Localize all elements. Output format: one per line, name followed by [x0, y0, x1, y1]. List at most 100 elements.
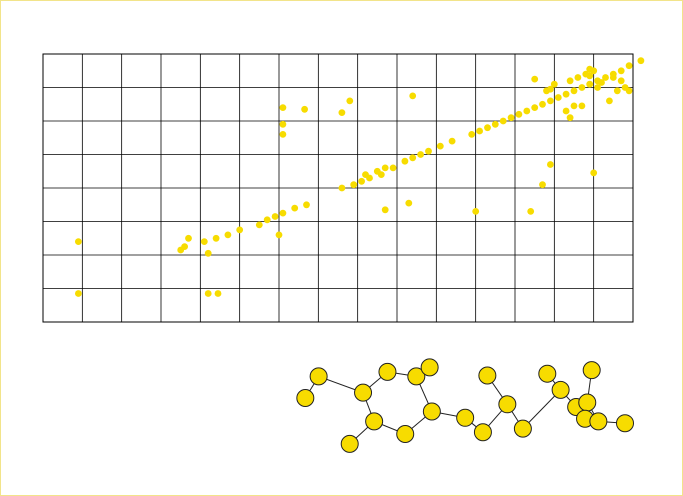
scatter-point	[381, 164, 389, 172]
scatter-point	[200, 238, 208, 246]
network-node	[365, 412, 384, 431]
scatter-point	[570, 102, 578, 110]
scatter-point	[594, 84, 601, 91]
network-node	[538, 364, 557, 383]
network-node	[582, 361, 601, 380]
scatter-point	[590, 169, 598, 177]
scatter-point	[405, 199, 413, 207]
scatter-point	[547, 161, 554, 168]
scatter-point	[550, 80, 558, 88]
scatter-point	[212, 234, 220, 242]
scatter-point	[346, 97, 354, 105]
network-node	[420, 358, 439, 377]
scatter-point	[204, 290, 212, 297]
scatter-point	[224, 231, 232, 239]
scatter-point	[366, 174, 373, 182]
network-node	[473, 423, 492, 442]
scatter-point	[389, 164, 397, 172]
scatter-point	[598, 79, 605, 86]
scatter-point	[436, 142, 444, 150]
scatter-point	[523, 107, 531, 115]
scatter-point	[303, 201, 310, 209]
scatter-point	[586, 80, 594, 88]
scatter-point	[409, 154, 417, 162]
scatter-point	[185, 234, 192, 242]
scatter-point	[566, 114, 574, 122]
scatter-point	[499, 117, 507, 125]
scatter-point	[350, 181, 358, 189]
scatter-point	[338, 184, 346, 192]
scatter-point	[279, 120, 287, 128]
scatter-point	[472, 208, 480, 215]
scatter-point	[617, 77, 625, 85]
scatter-point	[338, 109, 346, 116]
scatter-point	[570, 87, 578, 95]
scatter-point	[401, 157, 409, 165]
scatter-point	[255, 221, 263, 229]
scatter-point	[279, 131, 287, 138]
scatter-point	[547, 97, 554, 105]
scatter-point	[263, 216, 271, 224]
scatter-point	[515, 110, 523, 118]
scatter-point	[539, 181, 546, 189]
scatter-point	[625, 62, 633, 70]
scatter-point	[566, 77, 574, 85]
scatter-point	[491, 120, 499, 128]
network-node	[340, 434, 359, 453]
scatter-point	[562, 90, 570, 98]
scatter-point	[531, 75, 539, 83]
network-node	[616, 414, 634, 433]
scatter-point	[543, 87, 550, 95]
network-node	[456, 408, 475, 427]
network-node	[378, 362, 397, 381]
grid	[42, 53, 634, 323]
scatter-point	[578, 84, 586, 91]
scatter-point	[236, 226, 244, 234]
network-node	[589, 412, 608, 431]
network-node	[309, 367, 328, 386]
scatter-point	[602, 74, 609, 81]
scatter-point	[574, 74, 582, 81]
scatter-point	[531, 104, 539, 111]
scatter-point	[625, 87, 633, 95]
scatter-point	[578, 102, 586, 110]
scatter-point	[609, 74, 617, 81]
scatter-point	[425, 147, 432, 155]
scatter-point	[637, 57, 645, 65]
scatter-point	[527, 208, 535, 215]
scatter-point	[484, 124, 491, 132]
scatter-point	[606, 97, 613, 105]
scatter-point	[562, 107, 570, 115]
network-node	[551, 380, 570, 399]
network-graph	[296, 358, 634, 453]
scatter-point	[275, 231, 283, 239]
scatter-point	[586, 65, 594, 73]
scatter-point	[476, 127, 483, 135]
scatter-point	[381, 206, 389, 214]
network-node	[498, 395, 517, 414]
scatter-point	[617, 67, 625, 75]
scatter-point	[271, 213, 279, 220]
scatter-point	[214, 290, 222, 297]
scatter-point	[301, 105, 308, 113]
network-node	[407, 367, 426, 386]
scatter-point	[468, 131, 476, 138]
scatter-point	[75, 290, 82, 297]
scatter-point	[507, 114, 515, 122]
scatter-point	[291, 204, 299, 212]
scatter-point	[279, 104, 287, 111]
scatter-point	[204, 249, 212, 257]
scatter-point	[539, 100, 546, 108]
network-node	[478, 366, 497, 385]
network-node	[296, 389, 315, 407]
scatter-point	[448, 137, 456, 145]
network-node	[578, 393, 597, 412]
network-node	[396, 425, 415, 443]
scatter-point	[75, 238, 82, 246]
scatter-point	[377, 171, 385, 179]
scatter-point	[417, 151, 424, 158]
network-node	[354, 383, 373, 402]
scatter-point	[181, 243, 189, 251]
scatter-point	[358, 177, 365, 185]
